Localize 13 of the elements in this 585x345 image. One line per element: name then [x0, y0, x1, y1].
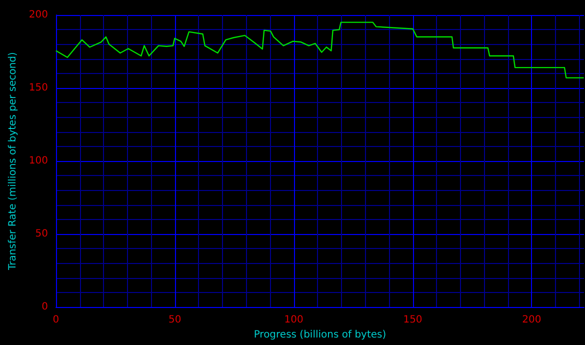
- x-tick-label: 150: [403, 314, 422, 326]
- x-tick-label: 50: [168, 314, 182, 326]
- y-axis-title: Transfer Rate (millions of bytes per second): [8, 52, 18, 272]
- y-tick-label: 100: [28, 156, 48, 167]
- y-tick-label: 50: [35, 228, 48, 240]
- line-series: [55, 22, 584, 78]
- x-tick-label: 0: [52, 314, 60, 326]
- x-axis-title: Progress (billions of bytes): [254, 330, 386, 340]
- x-tick-label: 100: [284, 314, 304, 326]
- y-tick-label: 150: [28, 82, 48, 94]
- y-tick-label: 200: [28, 10, 48, 20]
- y-tick-label: 0: [42, 302, 48, 313]
- x-tick-label: 200: [522, 314, 542, 326]
